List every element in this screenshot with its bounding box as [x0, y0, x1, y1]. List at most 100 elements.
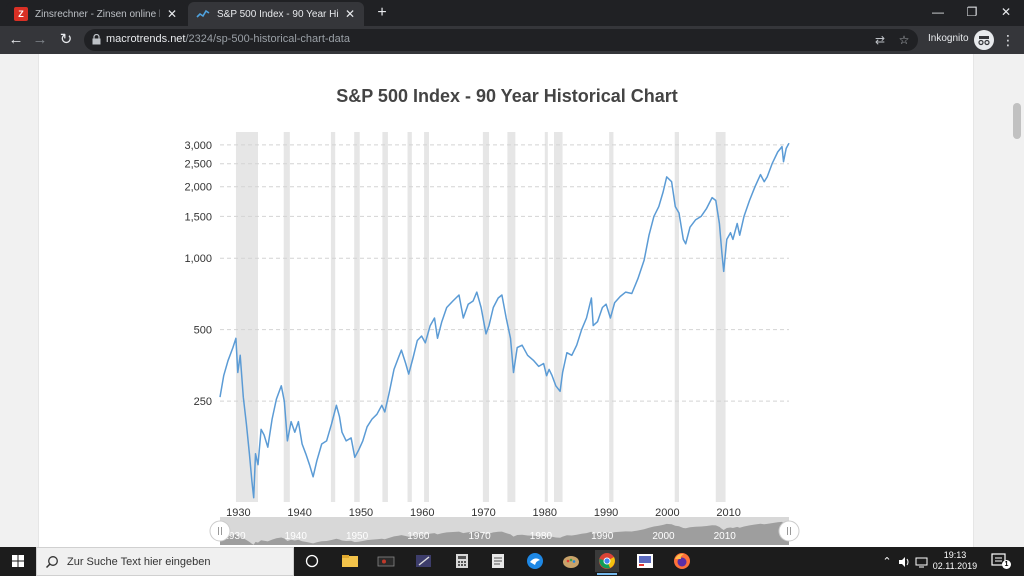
- navigator-label: 1940: [285, 531, 308, 542]
- tab-title: Zinsrechner - Zinsen online berec: [35, 8, 160, 20]
- x-tick-label: 2000: [655, 507, 679, 519]
- chrome-icon[interactable]: [595, 550, 619, 575]
- incognito-icon[interactable]: [974, 30, 994, 50]
- navigator-right-handle[interactable]: [778, 520, 800, 542]
- search-placeholder: Zur Suche Text hier eingeben: [67, 556, 211, 568]
- recession-band: [553, 132, 563, 502]
- series-line: [219, 142, 790, 499]
- back-icon[interactable]: ←: [8, 31, 24, 48]
- navigator-label: 2010: [714, 531, 737, 542]
- firefox-icon[interactable]: [670, 550, 694, 572]
- navigator-label: 1960: [407, 531, 430, 542]
- tab-strip: Z Zinsrechner - Zinsen online berec ✕ S&…: [0, 0, 1024, 26]
- action-center-icon[interactable]: 1: [990, 552, 1011, 570]
- bird-app-icon[interactable]: [523, 550, 547, 572]
- recession-band: [235, 132, 258, 502]
- incognito-label: Inkognito: [928, 33, 969, 44]
- task-view-icon[interactable]: [300, 550, 324, 572]
- page-scrollbar[interactable]: [1010, 54, 1024, 547]
- navigator-label: 1950: [346, 531, 369, 542]
- y-tick-label: 1,500: [184, 211, 212, 223]
- windows-taskbar: Zur Suche Text hier eingeben ⌃ 19:13: [0, 547, 1024, 576]
- calculator-icon[interactable]: [450, 550, 474, 572]
- x-tick-label: 1980: [533, 507, 557, 519]
- new-tab-button[interactable]: +: [377, 4, 387, 21]
- recession-band: [507, 132, 516, 502]
- navigator-label: 1980: [530, 531, 553, 542]
- x-tick-label: 2010: [716, 507, 740, 519]
- lock-icon: [92, 34, 101, 45]
- address-bar[interactable]: macrotrends.net/2324/sp-500-historical-c…: [84, 29, 918, 51]
- volume-icon[interactable]: [897, 547, 911, 576]
- range-navigator[interactable]: 1930 1940 1950 1960 1970 1980 1990 2000 2010: [209, 517, 800, 545]
- navigator-label: 1970: [469, 531, 492, 542]
- zinsrechner-favicon-icon: Z: [14, 7, 28, 21]
- notification-count: 1: [1002, 560, 1011, 569]
- x-tick-label: 1970: [471, 507, 495, 519]
- recession-band: [482, 132, 490, 502]
- tab-title: S&P 500 Index - 90 Year Historica: [217, 8, 338, 20]
- tray-chevron-icon[interactable]: ⌃: [882, 556, 892, 568]
- recession-band: [544, 132, 548, 502]
- photo-app-icon[interactable]: [633, 550, 657, 572]
- recession-band: [715, 132, 726, 502]
- windows-start-icon[interactable]: [0, 547, 36, 576]
- restore-icon[interactable]: ❐: [966, 5, 978, 19]
- recession-band: [330, 132, 336, 502]
- x-axis-ticks: 1930 1940 1950 1960 1970 1980 1990 2000 2010: [226, 507, 741, 519]
- navigator-left-handle[interactable]: [209, 520, 231, 542]
- navigator-label: 1930: [223, 531, 246, 542]
- taskbar-clock[interactable]: 19:13 02.11.2019: [930, 550, 980, 572]
- recession-bands: [235, 132, 726, 502]
- reload-icon[interactable]: ↻: [59, 31, 73, 48]
- navigator-label: 2000: [652, 531, 675, 542]
- paint-app-icon[interactable]: [559, 550, 583, 572]
- edit-app-icon[interactable]: [412, 550, 436, 572]
- minimize-icon[interactable]: —: [932, 5, 944, 19]
- bookmark-star-icon[interactable]: ☆: [898, 33, 910, 47]
- close-tab-icon[interactable]: ✕: [166, 7, 178, 21]
- sp500-chart[interactable]: 250 500 1,000 1,500 2,000 2,500 3,000 1930 1940…: [39, 54, 975, 547]
- recession-band: [674, 132, 679, 502]
- navigator-label: 1990: [591, 531, 614, 542]
- page-viewport: S&P 500 Index - 90 Year Historical Chart…: [0, 54, 1024, 547]
- x-tick-label: 1940: [287, 507, 311, 519]
- x-tick-label: 1990: [594, 507, 618, 519]
- y-tick-label: 2,500: [184, 159, 212, 171]
- browser-toolbar: ← → ↻ macrotrends.net/2324/sp-500-histor…: [0, 26, 1024, 54]
- close-window-icon[interactable]: ✕: [1000, 5, 1012, 19]
- browser-menu-icon[interactable]: ⋮: [1001, 32, 1015, 48]
- clock-time: 19:13: [943, 550, 967, 560]
- chart-favicon-icon: [196, 7, 210, 21]
- recession-band: [283, 132, 290, 502]
- chart-title: S&P 500 Index - 90 Year Historical Chart: [336, 86, 678, 106]
- tab-zinsrechner[interactable]: Z Zinsrechner - Zinsen online berec ✕: [6, 2, 186, 26]
- clock-date: 02.11.2019: [932, 561, 978, 571]
- recession-band: [424, 132, 429, 502]
- recession-band: [382, 132, 388, 502]
- navigator-area: [220, 521, 789, 545]
- series-layer: [219, 142, 790, 499]
- search-icon: [45, 556, 58, 569]
- tab-sp500[interactable]: S&P 500 Index - 90 Year Historica ✕: [188, 2, 364, 26]
- recession-band: [354, 132, 360, 502]
- x-tick-label: 1930: [226, 507, 250, 519]
- x-tick-label: 1950: [349, 507, 373, 519]
- scrollbar-thumb[interactable]: [1013, 103, 1021, 139]
- notes-app-icon[interactable]: [487, 550, 511, 572]
- file-explorer-icon[interactable]: [338, 550, 362, 572]
- y-axis-ticks: 250 500 1,000 1,500 2,000 2,500 3,000: [184, 140, 212, 408]
- translate-icon[interactable]: ⇄: [874, 33, 886, 47]
- taskbar-search-box[interactable]: Zur Suche Text hier eingeben: [36, 547, 294, 576]
- url-text: macrotrends.net/2324/sp-500-historical-c…: [106, 33, 350, 45]
- network-icon[interactable]: [914, 547, 928, 576]
- grid-lines: [220, 144, 789, 402]
- y-tick-label: 3,000: [184, 140, 212, 152]
- media-app-icon[interactable]: [374, 550, 398, 572]
- close-tab-icon[interactable]: ✕: [344, 7, 356, 21]
- y-tick-label: 2,000: [184, 182, 212, 194]
- forward-icon[interactable]: →: [32, 31, 48, 48]
- active-app-indicator: [597, 573, 617, 575]
- x-tick-label: 1960: [410, 507, 434, 519]
- y-tick-label: 250: [194, 396, 212, 408]
